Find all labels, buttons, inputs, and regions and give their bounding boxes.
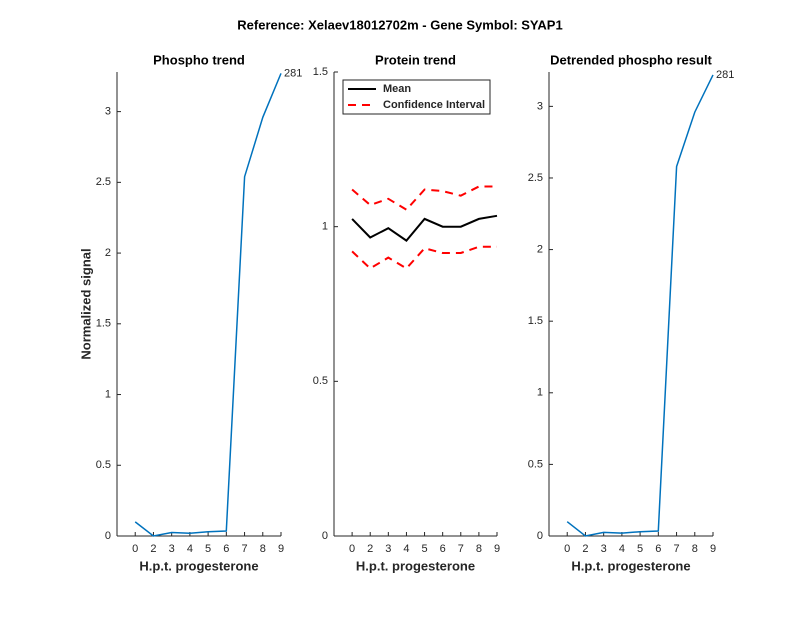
annotation: 281 [284, 67, 302, 79]
x-tick-label: 7 [241, 543, 247, 555]
y-tick-label: 2 [537, 243, 543, 255]
data-line [566, 74, 714, 537]
y-axis-label: Normalized signal [78, 248, 93, 359]
legend-label: Confidence Interval [383, 99, 485, 111]
y-tick-label: 1.5 [528, 315, 543, 327]
x-tick-label: 3 [169, 543, 175, 555]
x-tick-label: 2 [150, 543, 156, 555]
x-tick-label: 5 [205, 543, 211, 555]
x-tick-label: 9 [710, 543, 716, 555]
x-axis-label: H.p.t. progesterone [139, 558, 258, 573]
x-tick-label: 5 [637, 543, 643, 555]
x-tick-label: 0 [349, 543, 355, 555]
y-tick-label: 1 [537, 387, 543, 399]
x-axis-label: H.p.t. progesterone [571, 558, 690, 573]
x-tick-label: 8 [260, 543, 266, 555]
x-axis-label: H.p.t. progesterone [356, 558, 475, 573]
y-tick-label: 0 [105, 530, 111, 542]
data-line [351, 185, 497, 211]
subplot-title: Protein trend [375, 52, 456, 67]
x-tick-label: 2 [367, 543, 373, 555]
subplot-title: Detrended phospho result [550, 52, 712, 67]
data-line [134, 73, 282, 537]
x-tick-label: 9 [494, 543, 500, 555]
y-tick-label: 3 [105, 106, 111, 118]
figure-title: Reference: Xelaev18012702m - Gene Symbol… [237, 17, 562, 32]
legend-box [342, 79, 491, 115]
y-tick-label: 3 [537, 100, 543, 112]
subplot-title: Phospho trend [153, 52, 245, 67]
x-tick-label: 6 [440, 543, 446, 555]
y-tick-label: 1 [322, 221, 328, 233]
y-tick-label: 1.5 [96, 318, 111, 330]
x-tick-label: 3 [601, 543, 607, 555]
x-tick-label: 3 [385, 543, 391, 555]
y-tick-label: 2 [105, 247, 111, 259]
x-tick-label: 4 [403, 543, 409, 555]
x-tick-label: 0 [564, 543, 570, 555]
x-tick-label: 4 [619, 543, 625, 555]
data-line [351, 245, 497, 270]
x-tick-label: 8 [476, 543, 482, 555]
x-tick-label: 6 [655, 543, 661, 555]
y-tick-label: 0.5 [528, 458, 543, 470]
y-tick-label: 2.5 [96, 176, 111, 188]
x-tick-label: 9 [278, 543, 284, 555]
annotation: 281 [716, 69, 734, 81]
x-tick-label: 4 [187, 543, 193, 555]
y-tick-label: 0.5 [313, 375, 328, 387]
x-tick-label: 5 [421, 543, 427, 555]
y-tick-label: 0 [322, 530, 328, 542]
data-line [351, 214, 498, 242]
x-tick-label: 6 [223, 543, 229, 555]
y-tick-label: 0 [537, 530, 543, 542]
y-tick-label: 1 [105, 388, 111, 400]
x-tick-label: 7 [458, 543, 464, 555]
x-tick-label: 2 [582, 543, 588, 555]
legend-label: Mean [383, 83, 411, 95]
y-tick-label: 0.5 [96, 459, 111, 471]
y-tick-label: 2.5 [528, 172, 543, 184]
y-tick-label: 1.5 [313, 66, 328, 78]
x-tick-label: 0 [132, 543, 138, 555]
x-tick-label: 7 [673, 543, 679, 555]
x-tick-label: 8 [692, 543, 698, 555]
